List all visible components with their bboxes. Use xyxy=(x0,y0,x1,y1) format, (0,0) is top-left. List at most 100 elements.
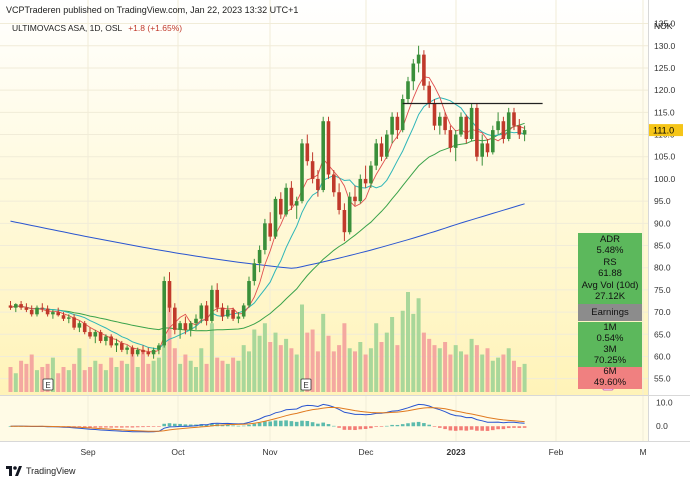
volume-bar xyxy=(178,363,183,392)
volume-bar xyxy=(411,313,416,392)
candle-body xyxy=(35,307,39,315)
candle-body xyxy=(512,112,516,126)
volume-bar xyxy=(464,354,469,392)
candle-body xyxy=(215,289,219,308)
macd-histogram-bar xyxy=(173,423,177,427)
candle-body xyxy=(51,312,55,315)
volume-bar xyxy=(337,345,342,392)
candle-body xyxy=(257,249,262,264)
macd-histogram-bar xyxy=(448,426,453,431)
volume-bar xyxy=(141,351,145,392)
candle-body xyxy=(517,125,522,135)
candle-body xyxy=(374,143,378,166)
candle-body xyxy=(188,323,193,330)
macd-histogram-bar xyxy=(273,420,278,427)
price-tick-label: 120.0 xyxy=(654,85,676,95)
macd-histogram-bar xyxy=(167,423,172,427)
macd-histogram-bar xyxy=(109,426,113,428)
candle-body xyxy=(480,143,484,157)
volume-bar xyxy=(77,348,82,392)
candle-body xyxy=(241,305,246,317)
macd-histogram-bar xyxy=(374,426,378,427)
macd-histogram-bar xyxy=(422,423,426,427)
volume-bar xyxy=(183,354,188,392)
volume-bar xyxy=(469,338,474,392)
volume-bar xyxy=(432,345,437,392)
macd-signal-line xyxy=(10,407,525,432)
volume-bar xyxy=(8,367,13,392)
volume-bar xyxy=(501,354,506,392)
candle-body xyxy=(347,196,352,233)
volume-bar xyxy=(88,367,92,392)
macd-histogram-bar xyxy=(257,422,262,427)
candle-body xyxy=(14,304,18,308)
macd-histogram-bar xyxy=(188,424,193,427)
macd-histogram-bar xyxy=(305,420,310,427)
volume-bar xyxy=(300,304,304,392)
candle-body xyxy=(162,281,166,346)
candle-body xyxy=(130,347,135,355)
candle-body xyxy=(173,307,177,330)
macd-histogram-bar xyxy=(316,423,320,427)
macd-histogram-bar xyxy=(485,426,490,431)
currency-label: NOK xyxy=(654,21,673,31)
price-tick-label: 100.0 xyxy=(654,174,676,184)
candle-body xyxy=(252,263,257,282)
candlesticks xyxy=(8,45,543,359)
candle-body xyxy=(363,178,368,184)
ma-short-teal-line xyxy=(10,97,525,350)
volume-bar xyxy=(427,338,432,392)
macd-histogram-bar xyxy=(342,426,347,430)
candle-body xyxy=(109,336,113,346)
macd-histogram-bar xyxy=(400,424,405,427)
candle-body xyxy=(82,323,87,333)
volume-bar xyxy=(252,329,257,392)
macd-histogram-bar xyxy=(416,421,421,427)
time-tick-label: Nov xyxy=(262,447,278,457)
macd-histogram-bar xyxy=(135,426,140,428)
price-tick-label: 130.0 xyxy=(654,41,676,51)
earnings-marker-box xyxy=(300,378,312,391)
volume-bar xyxy=(50,357,55,392)
price-tick-label: 80.0 xyxy=(654,263,671,273)
adr-value: 5.48% xyxy=(596,244,624,256)
volume-bar xyxy=(215,357,220,392)
avgvol-value: 27.12K xyxy=(594,290,626,302)
volume-bar xyxy=(289,348,294,392)
candle-body xyxy=(45,308,50,315)
stats-panel-top: ADR 5.48% RS 61.88 Avg Vol (10d) 27.12K xyxy=(578,233,642,304)
volume-bar xyxy=(66,370,71,392)
volume-bar xyxy=(379,342,384,392)
macd-histogram-bar xyxy=(475,426,479,431)
macd-histogram-bar xyxy=(337,426,341,428)
macd-histogram-bar xyxy=(210,423,214,427)
macd-histogram-bar xyxy=(453,426,458,431)
macd-histogram-bar xyxy=(247,424,251,427)
macd-histogram-bar xyxy=(464,426,469,431)
candle-body xyxy=(294,201,299,206)
price-tick-label: 95.0 xyxy=(654,196,671,206)
candle-body xyxy=(204,305,209,321)
volume-bar xyxy=(119,360,124,392)
volume-bar xyxy=(135,367,140,392)
macd-histogram-bar xyxy=(347,426,352,430)
ma-short-red-line xyxy=(10,76,525,353)
candle-body xyxy=(114,343,119,346)
price-tick-label: 85.0 xyxy=(654,241,671,251)
candle-body xyxy=(93,332,98,337)
candle-body xyxy=(326,121,331,175)
macd-histogram-bar xyxy=(326,424,331,427)
volume-bar xyxy=(114,367,119,392)
candle-body xyxy=(316,178,320,191)
candle-body xyxy=(199,305,204,319)
price-tick-label: 70.0 xyxy=(654,307,671,317)
last-price-label-bg xyxy=(649,124,683,137)
macd-histogram-bar xyxy=(406,423,410,427)
volume-bar xyxy=(496,357,501,392)
volume-bar xyxy=(172,348,177,392)
earnings-marker-box xyxy=(42,378,54,391)
macd-histogram-bar xyxy=(231,425,235,427)
macd-histogram-bar xyxy=(427,424,431,427)
candle-body xyxy=(491,130,495,153)
